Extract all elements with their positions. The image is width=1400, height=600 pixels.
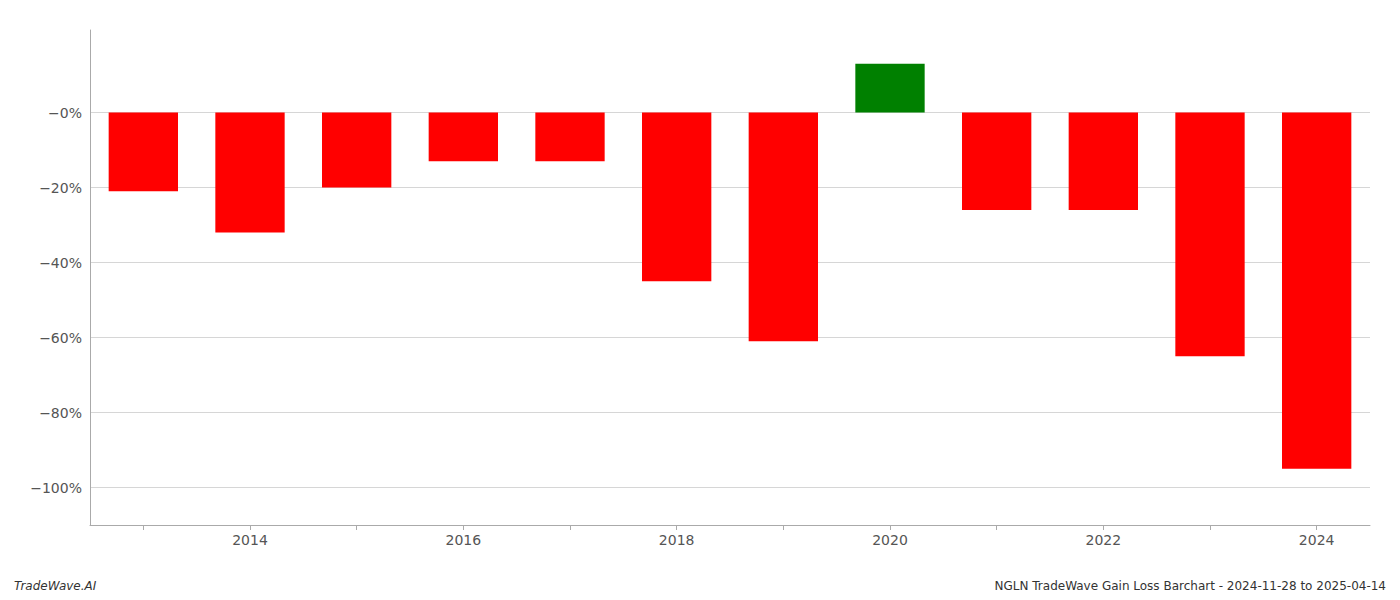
svg-text:TradeWave.AI: TradeWave.AI (14, 579, 97, 593)
svg-text:2024: 2024 (1299, 532, 1335, 548)
svg-text:−20%: −20% (39, 180, 82, 196)
svg-text:−60%: −60% (39, 330, 82, 346)
svg-text:NGLN TradeWave Gain Loss Barch: NGLN TradeWave Gain Loss Barchart - 2024… (995, 579, 1386, 593)
svg-text:2014: 2014 (232, 532, 268, 548)
svg-text:2020: 2020 (872, 532, 908, 548)
svg-text:2016: 2016 (446, 532, 482, 548)
svg-text:−80%: −80% (39, 405, 82, 421)
svg-text:−100%: −100% (30, 480, 82, 496)
svg-text:−40%: −40% (39, 255, 82, 271)
svg-text:−0%: −0% (48, 105, 82, 121)
svg-text:2022: 2022 (1086, 532, 1122, 548)
svg-text:2018: 2018 (659, 532, 695, 548)
